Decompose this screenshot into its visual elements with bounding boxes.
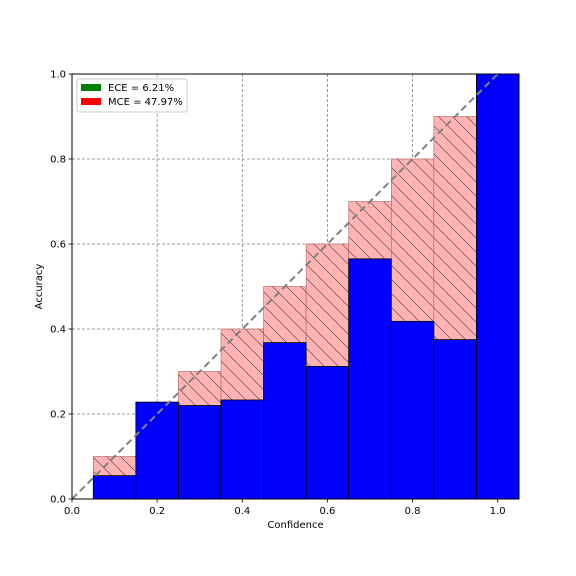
output-bar — [433, 339, 477, 499]
output-bar — [92, 475, 137, 499]
legend-swatch-mce — [81, 98, 101, 105]
x-axis-label: Confidence — [267, 520, 323, 531]
y-tick-label: 0.2 — [50, 410, 66, 421]
output-bar — [476, 74, 519, 499]
output-bar — [178, 405, 222, 499]
diagonal-line — [72, 74, 500, 499]
x-tick-label: 0.2 — [149, 506, 165, 517]
y-tick-label: 1.0 — [50, 70, 66, 81]
legend: ECE = 6.21% MCE = 47.97% — [76, 78, 188, 113]
x-tick-label: 0.6 — [319, 506, 335, 517]
y-axis: 0.0 0.2 0.4 0.6 0.8 1.0 — [50, 70, 72, 506]
legend-label-ece: ECE = 6.21% — [108, 83, 174, 94]
x-axis: 0.0 0.2 0.4 0.6 0.8 1.0 — [64, 499, 506, 517]
output-bar — [220, 399, 264, 499]
x-tick-label: 1.0 — [490, 506, 506, 517]
y-tick-label: 0.8 — [50, 155, 66, 166]
output-bars — [92, 74, 519, 499]
output-bar — [263, 342, 307, 499]
output-bar — [348, 258, 392, 499]
output-bar — [135, 401, 179, 499]
plot-frame — [71, 73, 520, 500]
y-axis-label: Accuracy — [34, 264, 45, 310]
output-bar — [390, 320, 435, 499]
x-tick-label: 0.8 — [405, 506, 421, 517]
legend-label-mce: MCE = 47.97% — [108, 97, 183, 108]
legend-box — [76, 78, 188, 113]
output-bar — [305, 365, 350, 499]
y-tick-label: 0.0 — [50, 495, 66, 506]
perfect-calibration-line — [72, 74, 500, 499]
y-tick-label: 0.6 — [50, 240, 66, 251]
x-tick-label: 0.0 — [64, 506, 80, 517]
y-tick-label: 0.4 — [50, 325, 66, 336]
x-tick-label: 0.4 — [234, 506, 250, 517]
legend-swatch-ece — [81, 84, 101, 91]
